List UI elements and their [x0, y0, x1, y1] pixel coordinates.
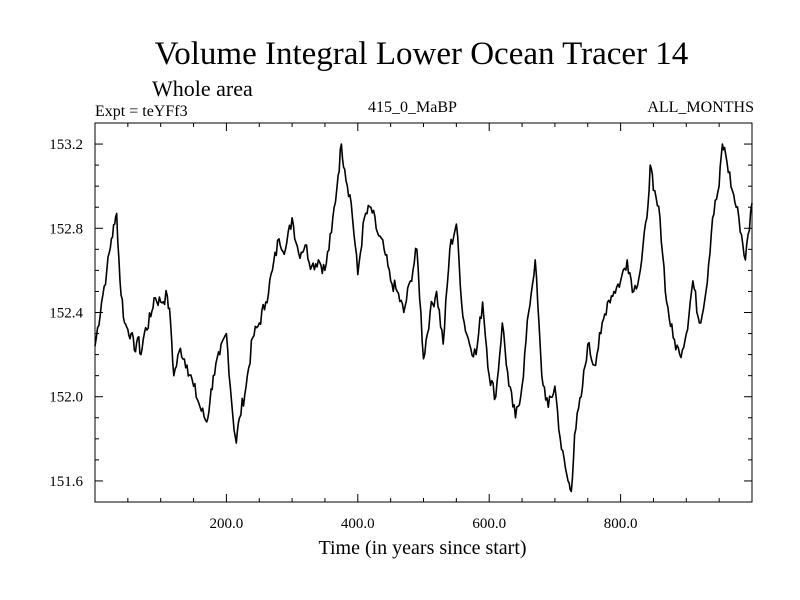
y-tick-label: 152.8	[49, 221, 83, 237]
y-tick-label: 152.4	[49, 306, 83, 322]
x-tick-label: 400.0	[341, 516, 375, 532]
season-label: ALL_MONTHS	[647, 99, 754, 116]
x-tick-label: 600.0	[472, 516, 506, 532]
x-tick-label: 800.0	[604, 516, 638, 532]
experiment-label: Expt = teYFf3	[95, 103, 188, 120]
series-line	[94, 143, 753, 493]
x-axis-label: Time (in years since start)	[318, 537, 527, 559]
chart-subtitle: Whole area	[152, 76, 253, 101]
y-tick-label: 151.6	[49, 474, 83, 490]
y-tick-label: 153.2	[49, 137, 83, 153]
x-tick-label: 200.0	[210, 516, 244, 532]
chart-title: Volume Integral Lower Ocean Tracer 14	[154, 36, 689, 72]
y-tick-label: 152.0	[49, 390, 83, 406]
period-label: 415_0_MaBP	[368, 99, 457, 116]
